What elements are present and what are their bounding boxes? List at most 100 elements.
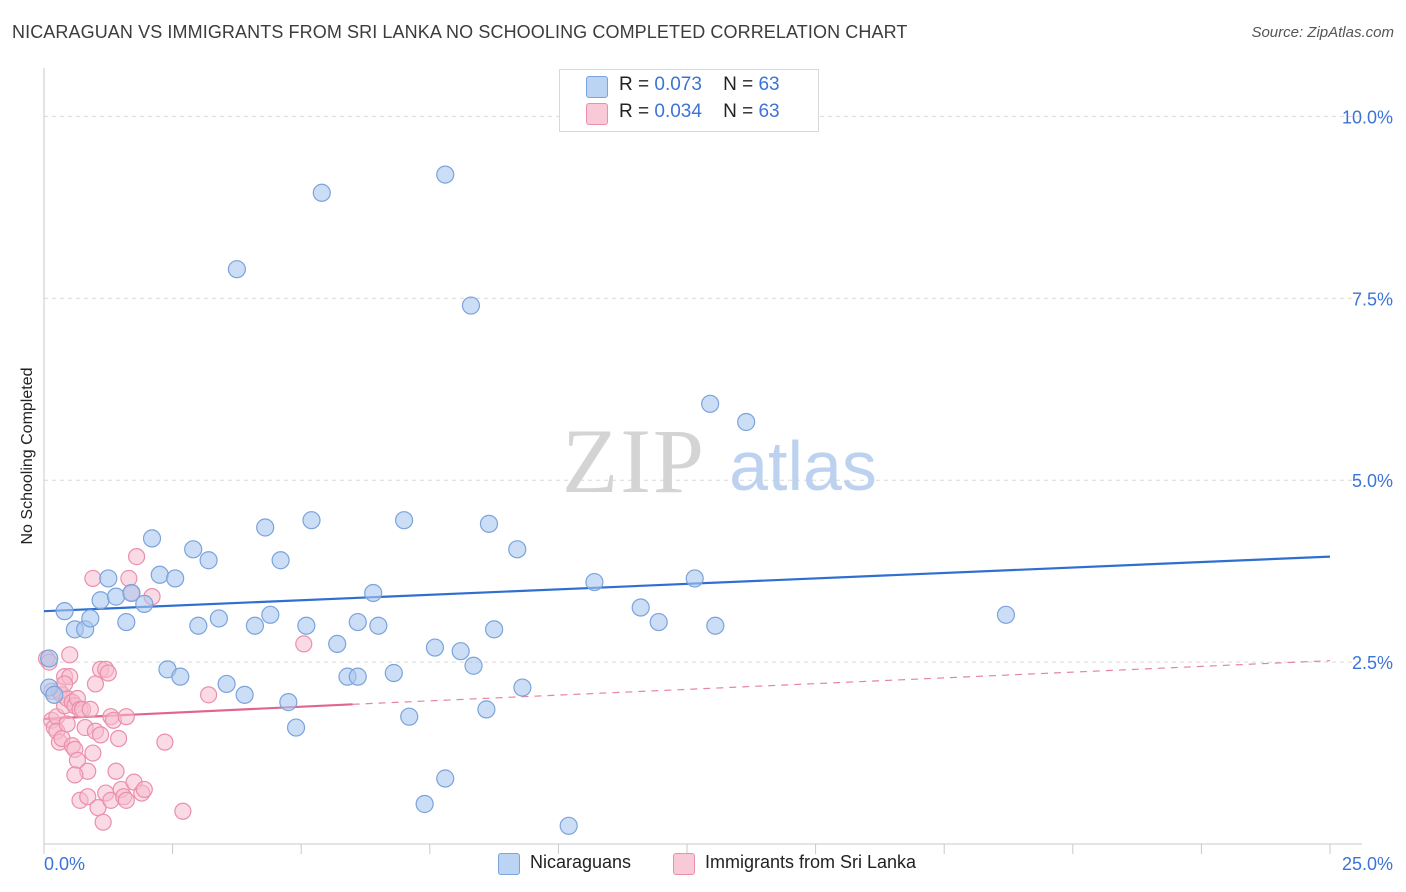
point-nicaraguans [150,565,169,584]
y-tick-label: 7.5% [1352,289,1393,309]
point-sri-lanka [117,708,135,726]
point-nicaraguans [328,634,347,654]
legend-r-label: R = [619,101,650,122]
point-nicaraguans [364,583,383,603]
source-label: Source: ZipAtlas.com [1251,24,1394,41]
point-nicaraguans [256,518,275,537]
trend-line-sri-lanka [43,703,353,720]
point-sri-lanka [86,675,105,693]
point-nicaraguans [117,612,136,632]
point-sri-lanka [58,715,76,733]
x-tick-label-max: 25.0% [1342,854,1393,874]
legend-swatch-pink [586,103,608,125]
point-nicaraguans [436,769,455,788]
point-nicaraguans [122,583,141,603]
point-nicaraguans [286,718,306,737]
point-nicaraguans [394,511,414,530]
point-nicaraguans [199,551,218,570]
legend-r-value: 0.073 [654,74,702,95]
point-nicaraguans [369,616,388,635]
series-sri-lanka-points [37,547,313,831]
point-nicaraguans [99,569,118,588]
point-nicaraguans [297,616,316,635]
bottom-legend-label: Immigrants from Sri Lanka [705,852,917,872]
point-nicaraguans [302,511,321,530]
point-nicaraguans [189,616,208,635]
point-nicaraguans [737,412,756,432]
y-tick-label: 10.0% [1342,107,1393,127]
series-nicaraguans-points [40,165,1016,835]
point-nicaraguans [142,529,162,548]
y-tick-label: 5.0% [1352,471,1393,491]
point-nicaraguans [106,587,126,606]
point-nicaraguans [91,591,110,610]
point-nicaraguans [227,260,246,279]
point-nicaraguans [706,616,725,635]
axes [43,68,1362,845]
point-sri-lanka [79,788,97,806]
point-nicaraguans [701,394,720,413]
point-sri-lanka [107,762,125,780]
x-ticks [43,844,1331,854]
point-nicaraguans [996,605,1016,624]
point-sri-lanka [109,729,128,748]
point-nicaraguans [135,594,154,613]
legend-n-label: N = [723,101,754,122]
point-sri-lanka [295,635,313,653]
point-nicaraguans [631,598,650,617]
point-nicaraguans [400,707,419,726]
point-nicaraguans [245,616,265,635]
point-nicaraguans [479,514,499,533]
point-nicaraguans [477,700,496,719]
point-nicaraguans [384,663,403,683]
point-nicaraguans [81,609,100,628]
point-nicaraguans [271,551,290,570]
watermark-atlas: atlas [729,427,877,505]
point-sri-lanka [127,547,146,566]
point-nicaraguans [55,602,74,621]
point-sri-lanka [91,726,110,744]
point-nicaraguans [348,612,367,632]
trend-lines [43,555,1331,720]
point-nicaraguans [279,693,298,712]
watermark: ZIP atlas [562,410,877,512]
point-nicaraguans [166,569,185,588]
point-sri-lanka [66,766,84,784]
chart-title: NICARAGUAN VS IMMIGRANTS FROM SRI LANKA … [12,22,908,42]
trend-line-sri-lanka-extension [352,660,1331,705]
point-nicaraguans [461,296,481,315]
legend-r-label: R = [619,74,650,95]
point-nicaraguans [171,667,190,686]
point-nicaraguans [485,620,504,639]
point-nicaraguans [40,649,59,668]
point-nicaraguans [261,605,280,624]
point-sri-lanka [81,700,99,718]
point-nicaraguans [312,183,331,202]
point-nicaraguans [513,678,532,697]
legend-n-label: N = [723,74,754,95]
point-sri-lanka [117,791,135,809]
bottom-legend-label: Nicaraguans [530,852,632,872]
y-axis-label: No Schooling Completed [19,367,36,545]
point-nicaraguans [649,612,668,632]
point-sri-lanka [84,744,102,762]
point-nicaraguans [425,638,445,657]
point-sri-lanka [99,664,117,682]
point-nicaraguans [685,569,704,588]
x-tick-label-min: 0.0% [44,854,85,874]
trend-line-nicaraguans [43,555,1331,613]
legend: R = 0.073 N = 63 R = 0.034 N = 63 [559,69,819,132]
point-nicaraguans [45,685,64,704]
point-nicaraguans [585,572,604,592]
y-tick-label: 2.5% [1352,653,1393,673]
y-tick-labels: 2.5% 5.0% 7.5% 10.0% [1342,107,1393,673]
point-nicaraguans [184,540,203,559]
point-nicaraguans [508,540,527,559]
point-sri-lanka [135,780,153,799]
point-nicaraguans [415,794,434,814]
point-sri-lanka [84,569,102,588]
point-nicaraguans [217,674,236,694]
point-sri-lanka [94,813,112,831]
point-nicaraguans [451,642,470,661]
